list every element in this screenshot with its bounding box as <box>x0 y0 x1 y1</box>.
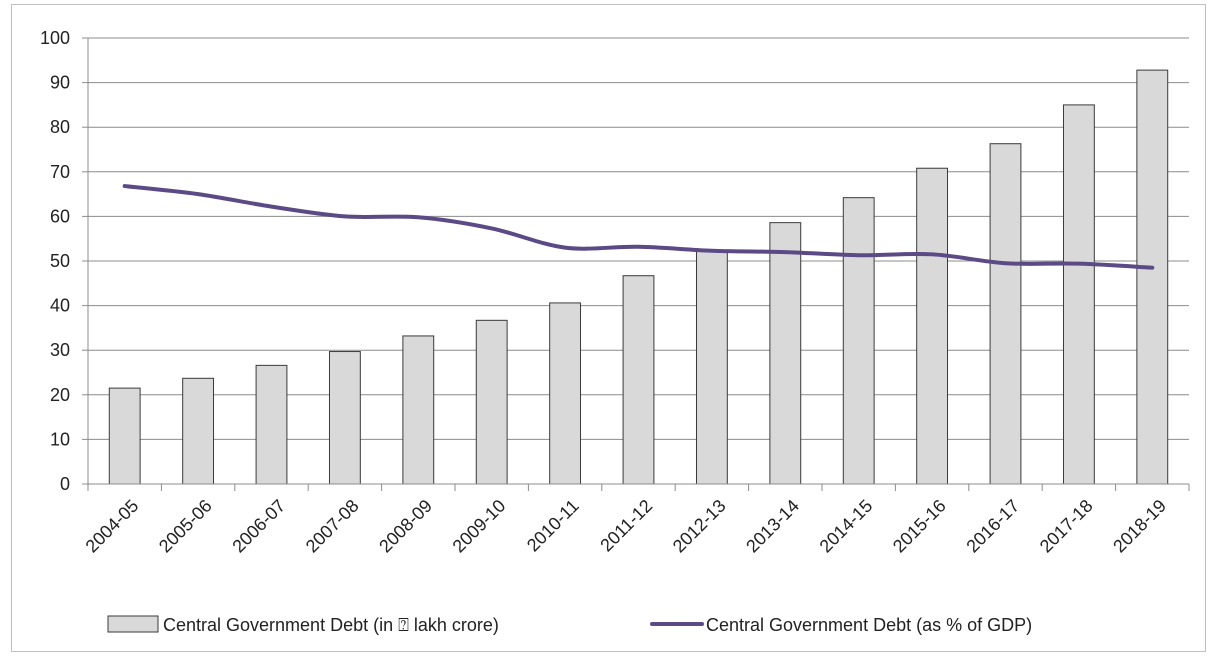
bar <box>1062 104 1095 485</box>
x-tick-label: 2006-07 <box>228 496 289 557</box>
legend: Central Government Debt (in ⍰ lakh crore… <box>107 615 1032 635</box>
bar <box>549 302 582 485</box>
x-tick-label: 2013-14 <box>742 496 803 557</box>
x-tick-label: 2009-10 <box>449 496 510 557</box>
y-tick-label: 100 <box>40 28 70 48</box>
bar <box>916 167 949 485</box>
y-tick-label: 0 <box>60 474 70 494</box>
bar <box>108 387 141 485</box>
y-tick-label: 80 <box>50 117 70 137</box>
y-tick-label: 40 <box>50 296 70 316</box>
line-series-path <box>122 184 1155 270</box>
bar <box>255 364 288 485</box>
y-tick-label: 90 <box>50 73 70 93</box>
legend-label-line: Central Government Debt (as % of GDP) <box>706 615 1032 635</box>
bar <box>475 319 508 485</box>
bar <box>1136 69 1169 485</box>
bar <box>182 377 215 485</box>
bar <box>328 351 361 485</box>
x-tick-label: 2010-11 <box>523 496 583 556</box>
x-tick-label: 2005-06 <box>155 496 216 557</box>
bar <box>695 250 728 485</box>
y-tick-label: 50 <box>50 251 70 271</box>
x-tick-label: 2017-18 <box>1036 496 1097 557</box>
x-tick-label: 2004-05 <box>82 496 143 557</box>
y-tick-label: 30 <box>50 340 70 360</box>
bar <box>769 222 802 485</box>
bar-series <box>108 69 1169 485</box>
axes <box>82 37 1190 491</box>
bar <box>989 143 1022 485</box>
x-tick-label: 2018-19 <box>1109 496 1170 557</box>
legend-label-bar: Central Government Debt (in ⍰ lakh crore… <box>163 615 499 635</box>
x-axis-ticks: 2004-05 2005-06 2006-07 2007-08 2008-09 2009-… <box>82 496 1170 557</box>
y-axis-ticks: 0 10 20 30 40 50 60 70 80 90 100 <box>40 28 70 494</box>
x-tick-label: 2014-15 <box>816 496 877 557</box>
bar <box>402 335 435 485</box>
y-tick-label: 60 <box>50 206 70 226</box>
x-tick-label: 2008-09 <box>375 496 436 557</box>
bar <box>622 275 655 485</box>
y-tick-label: 70 <box>50 162 70 182</box>
x-tick-label: 2011-12 <box>596 496 656 556</box>
bar <box>842 197 875 485</box>
line-series <box>122 184 1155 270</box>
x-tick-label: 2007-08 <box>302 496 363 557</box>
x-tick-label: 2016-17 <box>962 496 1023 557</box>
x-tick-label: 2012-13 <box>669 496 730 557</box>
x-tick-label: 2015-16 <box>889 496 950 557</box>
y-tick-label: 10 <box>50 429 70 449</box>
y-tick-label: 20 <box>50 385 70 405</box>
legend-swatch-bar <box>107 615 159 633</box>
